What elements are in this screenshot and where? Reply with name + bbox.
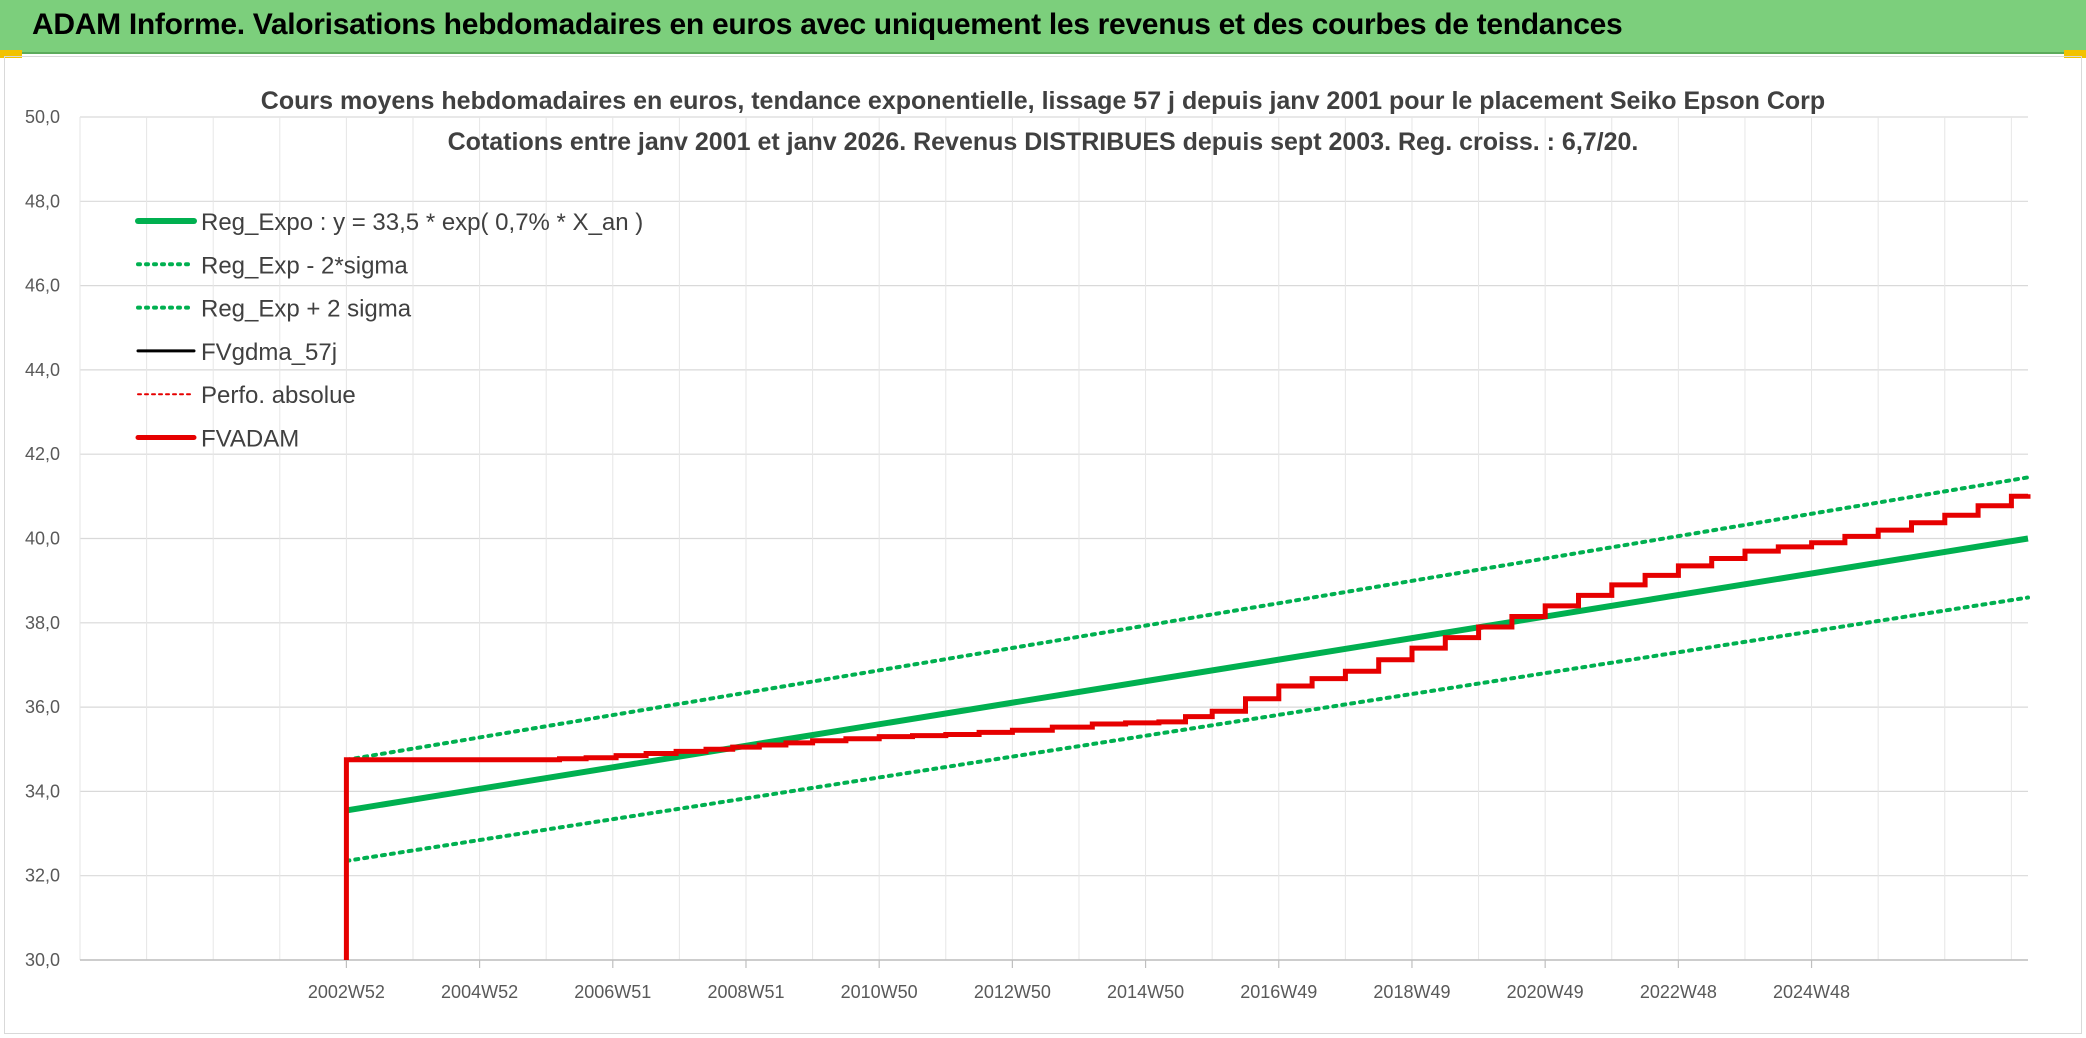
x-tick-label: 2004W52	[441, 982, 518, 1002]
series-reg-exp-minus-2sigma	[344, 595, 2030, 863]
x-tick-label: 2010W50	[841, 982, 918, 1002]
x-tick-label: 2020W49	[1507, 982, 1584, 1002]
y-tick-label: 50,0	[25, 107, 60, 127]
series-reg-exp-plus-2sigma	[344, 475, 2030, 762]
x-tick-label: 2014W50	[1107, 982, 1184, 1002]
chart-area	[4, 56, 2082, 1034]
legend-label: Reg_Expo : y = 33,5 * exp( 0,7% * X_an )	[201, 209, 643, 236]
y-tick-label: 48,0	[25, 191, 60, 211]
y-tick-label: 36,0	[25, 697, 60, 717]
series-fvadam	[343, 493, 2031, 960]
y-tick-label: 38,0	[25, 613, 60, 633]
legend-label: FVgdma_57j	[201, 339, 337, 366]
report-title: ADAM Informe. Valorisations hebdomadaire…	[32, 8, 1623, 41]
series-reg-expo	[345, 535, 2029, 814]
y-tick-label: 46,0	[25, 276, 60, 296]
series	[343, 475, 2031, 960]
legend-label: Reg_Exp + 2 sigma	[201, 296, 412, 323]
legend-label: Perfo. absolue	[201, 382, 356, 409]
corner-accent-right	[2064, 50, 2086, 58]
gridlines	[79, 116, 2028, 961]
x-tick-label: 2002W52	[308, 982, 385, 1002]
x-tick-label: 2018W49	[1373, 982, 1450, 1002]
report-header: ADAM Informe. Valorisations hebdomadaire…	[0, 0, 2086, 54]
legend-label: FVADAM	[201, 426, 299, 453]
y-tick-label: 34,0	[25, 781, 60, 801]
legend-label: Reg_Exp - 2*sigma	[201, 252, 408, 279]
x-tick-label: 2006W51	[574, 982, 651, 1002]
x-tick-label: 2012W50	[974, 982, 1051, 1002]
chart-title-line-1: Cours moyens hebdomadaires en euros, ten…	[261, 87, 1825, 115]
x-tick-label: 2022W48	[1640, 982, 1717, 1002]
chart-title-line-2: Cotations entre janv 2001 et janv 2026. …	[448, 128, 1639, 156]
y-tick-label: 44,0	[25, 360, 60, 380]
y-tick-label: 40,0	[25, 529, 60, 549]
y-tick-label: 42,0	[25, 444, 60, 464]
legend: Reg_Expo : y = 33,5 * exp( 0,7% * X_an )…	[135, 209, 643, 453]
y-tick-label: 32,0	[25, 866, 60, 886]
y-tick-label: 30,0	[25, 950, 60, 970]
x-tick-label: 2016W49	[1240, 982, 1317, 1002]
x-tick-label: 2024W48	[1773, 982, 1850, 1002]
corner-accent-left	[0, 50, 22, 58]
x-tick-label: 2008W51	[707, 982, 784, 1002]
axes: 30,0 32,0 34,0 36,0 38,0 40,0 42,0 44,0 46,0 48,0…	[25, 107, 2028, 1002]
